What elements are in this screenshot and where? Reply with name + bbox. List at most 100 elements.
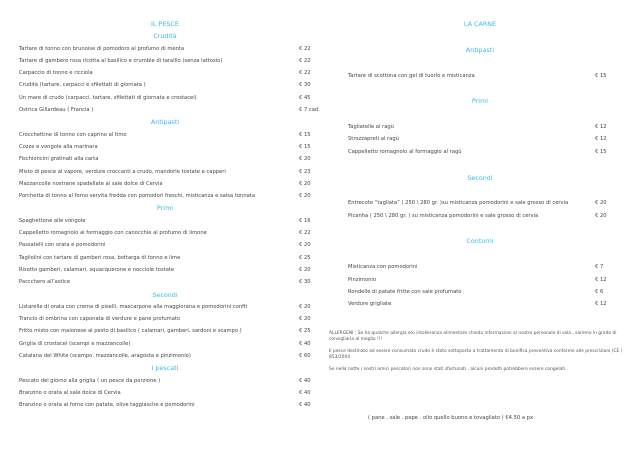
menu-item-name: Fritto misto con maionese al pesto di ba… [19, 328, 242, 335]
menu-item: Verdure grigliate € 12 [348, 298, 612, 310]
menu-item-name: Spaghettone alle vongole [19, 217, 86, 224]
menu-item: Griglia di crostacei (scampi e mazzancol… [19, 338, 311, 350]
menu-item-price: € 12 [595, 301, 607, 308]
menu-item-price: € 15 [299, 143, 311, 150]
menu-item-price: € 45 [299, 94, 311, 101]
menu-item-name: Porchetta di tonno al forno servita fred… [19, 193, 255, 200]
menu-item-name: Paccchero all’astice [19, 279, 71, 286]
menu-item-price: € 12 [595, 276, 607, 283]
menu-item: Crocchettine di tonno con caprino al tim… [19, 129, 311, 141]
menu-item: Carpaccio di tonno e ricciola € 22 [19, 67, 311, 79]
section-heading: I pescati [151, 364, 179, 373]
menu-item: Fritto misto con maionese al pesto di ba… [19, 325, 311, 337]
menu-item-price: € 22 [299, 57, 311, 64]
menu-item: Ostrica Gillardeau ( Francia ) € 7 cad. [19, 104, 320, 116]
menu-item-price: € 22 [299, 70, 311, 77]
menu-item-price: € 16 [299, 217, 311, 224]
menu-item-name: Tartare di gambero rosa ricotta al basil… [19, 57, 223, 64]
fish-menu-column: IL PESCE Crudità Tartare di tonno con bru… [19, 18, 320, 412]
menu-item: Spaghettone alle vongole € 16 [19, 215, 311, 227]
menu-item-price: € 40 [299, 377, 311, 384]
menu-item: Rondelle di patate fritte con sale profu… [348, 286, 612, 298]
meat-menu-column: LA CARNE Antipasti Tartare di scottona co… [348, 18, 612, 310]
menu-item-name: Listarelle di orata con crema di piselli… [19, 303, 248, 310]
menu-item: Risotto gamberi, calamari, squacquerone … [19, 264, 311, 276]
menu-item: Branzino o orata al sale dolce di Cervia… [19, 387, 311, 399]
menu-item: Cappelletto romagnolo al formaggio al ra… [348, 146, 612, 158]
menu-item: Trancio di ombrina con caponata di verdu… [19, 313, 311, 325]
menu-item-price: € 12 [595, 136, 607, 143]
menu-item-price: € 20 [299, 180, 311, 187]
menu-item-price: € 20 [299, 316, 311, 323]
menu-item-name: Griglia di crostacei (scampi e mazzancol… [19, 340, 131, 347]
section-heading: Contorni [466, 237, 494, 246]
menu-item-name: Cozze e vongole alla marinara [19, 143, 98, 150]
menu-item: Fischioncini gratinati alla carta € 20 [19, 153, 311, 165]
menu-item: Mazzancolle nostrane spadellate al sale … [19, 178, 311, 190]
menu-item-name: Passatelli con orata e pomodorini [19, 242, 106, 249]
menu-item-name: Branzino o orata al forno con patate, ol… [19, 402, 195, 409]
menu-item: Paccchero all’astice € 30 [19, 276, 311, 288]
menu-item-name: Catalana del White (scampo, mazzancolle,… [19, 353, 191, 360]
section-heading: Primi [471, 97, 489, 106]
menu-item-name: Un mare di crudo (carpacci, tartare, sfi… [19, 94, 197, 101]
menu-item-price: € 12 [595, 124, 607, 131]
raw-fish-note: Il pesce destinato ad essere consumato c… [329, 349, 623, 360]
menu-item-name: Risotto gamberi, calamari, squacquerone … [19, 266, 175, 273]
menu-item-price: € 6 [595, 288, 604, 295]
menu-item: Un mare di crudo (carpacci, tartare, sfi… [19, 92, 311, 104]
menu-item-price: € 15 [299, 131, 311, 138]
menu-item-name: Cappelletto romagnolo al formaggio con c… [19, 230, 207, 237]
menu-item: Entrecote “tagliata” ( 250 \ 280 gr. )su… [348, 197, 612, 209]
menu-item: Catalana del White (scampo, mazzancolle,… [19, 350, 311, 362]
menu-item: Tagliatelle al ragù € 12 [348, 121, 612, 133]
menu-item-name: Fischioncini gratinati alla carta [19, 156, 99, 163]
menu-item: Misticanza con pomodorini € 7 [348, 261, 612, 273]
menu-item: Tagliolini con tartare di gamberi rosa, … [19, 252, 311, 264]
menu-item-name: Rondelle di patate fritte con sale profu… [348, 288, 462, 295]
menu-item-name: Tagliolini con tartare di gamberi rosa, … [19, 254, 181, 261]
section-heading: Antipasti [465, 45, 495, 54]
menu-item-price: € 40 [299, 402, 311, 409]
menu-item-price: € 20 [595, 200, 607, 207]
menu-item: Tartare di scottona con gel di tuorlo e … [348, 70, 612, 82]
cover-charge-note: ( pane . sale . pepe . olio quello buono… [368, 415, 534, 421]
menu-item-name: Branzino o orata al sale dolce di Cervia [19, 389, 121, 396]
section-heading: Antipasti [150, 118, 180, 127]
menu-item-price: € 15 [595, 148, 607, 155]
menu-item-price: € 20 [595, 212, 607, 219]
allergen-note: ALLERGENI : Se ha qualche allergia e/o i… [329, 331, 617, 342]
menu-item-price: € 20 [299, 242, 311, 249]
menu-item-price: € 7 cad. [299, 107, 320, 114]
menu-item: Pescato del giorno alla griglia ( un pes… [19, 375, 311, 387]
menu-item-name: Cappelletto romagnolo al formaggio al ra… [348, 148, 462, 155]
menu-item-price: € 15 [595, 72, 607, 79]
menu-item-price: € 25 [299, 254, 311, 261]
menu-item-name: Crocchettine di tonno con caprino al tim… [19, 131, 127, 138]
menu-item-name: Verdure grigliate [348, 301, 392, 308]
menu-item-name: Carpaccio di tonno e ricciola [19, 70, 93, 77]
menu-item-name: Mazzancolle nostrane spadellate al sale … [19, 180, 163, 187]
menu-item-name: Pinzimonio [348, 276, 377, 283]
menu-item: Listarelle di orata con crema di piselli… [19, 301, 311, 313]
menu-item-name: Tartare di tonno con brunoise di pomodor… [19, 45, 185, 52]
menu-item: Tartare di gambero rosa ricotta al basil… [19, 55, 311, 67]
menu-item-name: Crudità (tartare, carpacci e sfilettati … [19, 82, 146, 89]
menu-item-name: Picanha ( 250 \ 280 gr. ) su misticanza … [348, 212, 539, 219]
menu-item-price: € 30 [299, 82, 311, 89]
menu-item-name: Trancio di ombrina con caponata di verdu… [19, 316, 181, 323]
menu-item-price: € 30 [299, 279, 311, 286]
menu-item-price: € 20 [299, 193, 311, 200]
section-heading: Secondi [467, 173, 493, 182]
menu-item-price: € 23 [299, 168, 311, 175]
menu-item: Picanha ( 250 \ 280 gr. ) su misticanza … [348, 210, 612, 222]
menu-item: Misto di pesce al vapore, verdure crocca… [19, 166, 311, 178]
menu-item: Strozzapreti al ragù € 12 [348, 133, 612, 145]
menu-item: Branzino o orata al forno con patate, ol… [19, 399, 311, 411]
menu-item-price: € 20 [299, 303, 311, 310]
menu-item-name: Misto di pesce al vapore, verdure crocca… [19, 168, 226, 175]
menu-item: Tartare di tonno con brunoise di pomodor… [19, 43, 311, 55]
menu-item: Porchetta di tonno al forno servita fred… [19, 190, 311, 202]
section-heading: Crudità [153, 32, 177, 41]
menu-item: Cappelletto romagnolo al formaggio con c… [19, 227, 311, 239]
